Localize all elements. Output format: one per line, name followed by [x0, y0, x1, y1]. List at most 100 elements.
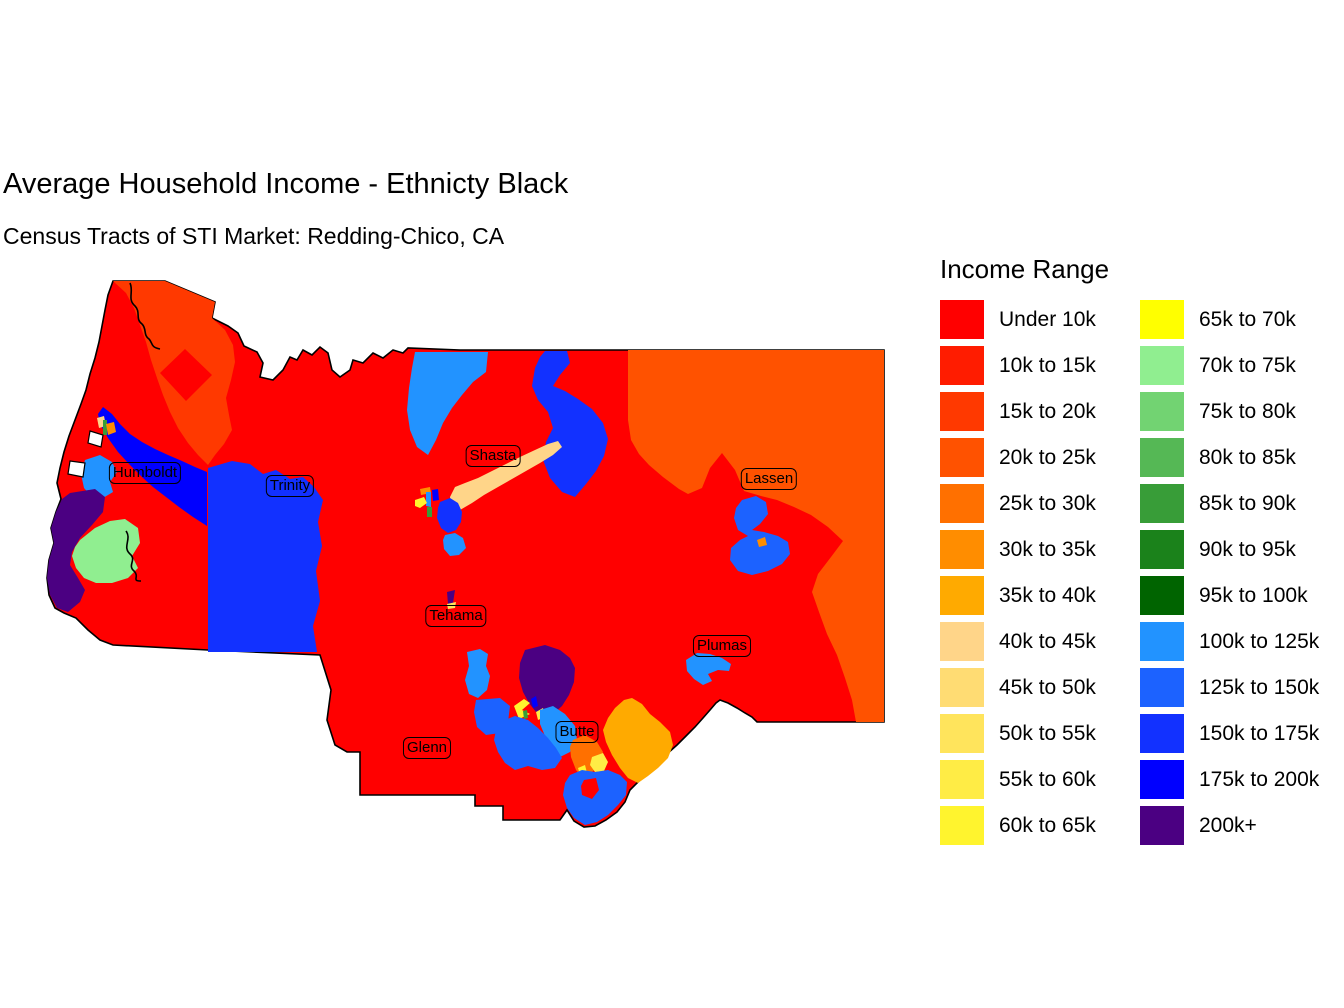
tract-eureka-green-sliver [103, 420, 107, 435]
tract-chico-lightblue-north [465, 649, 490, 698]
chart-subtitle: Census Tracts of STI Market: Redding-Chi… [3, 223, 505, 249]
legend-item: 10k to 15k [940, 346, 1096, 385]
county-label-plumas: Plumas [692, 635, 752, 657]
legend-swatch [1140, 668, 1184, 707]
legend-item: Under 10k [940, 300, 1096, 339]
legend-item: 150k to 175k [1140, 714, 1319, 753]
tract-susanville-blue [730, 496, 790, 575]
tract-shasta-north-lightblue [407, 352, 488, 455]
legend-column-left: Under 10k 10k to 15k 15k to 20k 20k to 2… [940, 300, 1096, 845]
legend-swatch [1140, 576, 1184, 615]
county-label-lassen: Lassen [740, 468, 798, 490]
legend-item: 20k to 25k [940, 438, 1096, 477]
tract-butte-orange-east [603, 698, 673, 783]
legend-column-right: 65k to 70k 70k to 75k 75k to 80k 80k to … [1140, 300, 1319, 845]
county-label-glenn: Glenn [402, 737, 452, 759]
legend-swatch [940, 530, 984, 569]
humboldt-bay [87, 430, 104, 448]
legend-item-label: 20k to 25k [999, 445, 1096, 469]
legend-item-label: 85k to 90k [1199, 491, 1296, 515]
legend-item-label: 60k to 65k [999, 813, 1096, 837]
legend-item-label: 50k to 55k [999, 721, 1096, 745]
legend-swatch [940, 392, 984, 431]
legend-item: 175k to 200k [1140, 760, 1319, 799]
legend-swatch [940, 806, 984, 845]
tract-susanville-orange-dot [757, 537, 767, 547]
legend-item: 70k to 75k [1140, 346, 1319, 385]
legend-item: 75k to 80k [1140, 392, 1319, 431]
tract-red-diamond [160, 349, 212, 401]
legend-swatch [940, 438, 984, 477]
tract-ne-orange [628, 350, 884, 722]
tract-redding-lightblue-sliver [426, 492, 431, 507]
tract-tehama-purple [447, 590, 455, 604]
legend-swatch [940, 668, 984, 707]
legend-item-label: 65k to 70k [1199, 307, 1296, 331]
tract-chico-green-dot [523, 710, 528, 719]
legend-item: 95k to 100k [1140, 576, 1319, 615]
county-label-butte: Butte [555, 721, 599, 743]
county-label-humboldt: Humboldt [108, 462, 182, 484]
tract-redding-lightblue [443, 533, 466, 556]
tract-redding-royal [437, 498, 462, 533]
tract-eureka-lightblue [81, 455, 117, 498]
legend-item-label: 30k to 35k [999, 537, 1096, 561]
legend-item: 65k to 70k [1140, 300, 1319, 339]
legend-item: 125k to 150k [1140, 668, 1319, 707]
legend-item-label: 75k to 80k [1199, 399, 1296, 423]
south-bay [67, 460, 86, 478]
chart-title: Average Household Income - Ethnicty Blac… [3, 168, 569, 200]
legend-item: 200k+ [1140, 806, 1319, 845]
legend-item: 45k to 50k [940, 668, 1096, 707]
legend-swatch [940, 484, 984, 523]
county-label-trinity: Trinity [265, 475, 315, 497]
legend-swatch [1140, 392, 1184, 431]
legend-item: 90k to 95k [1140, 530, 1319, 569]
legend-item: 85k to 90k [1140, 484, 1319, 523]
legend-swatch [940, 346, 984, 385]
county-label-shasta: Shasta [465, 445, 521, 467]
legend-item-label: 90k to 95k [1199, 537, 1296, 561]
legend-swatch [1140, 760, 1184, 799]
legend-item-label: 95k to 100k [1199, 583, 1308, 607]
legend-swatch [1140, 622, 1184, 661]
legend-item: 55k to 60k [940, 760, 1096, 799]
legend-item-label: 45k to 50k [999, 675, 1096, 699]
legend-item: 60k to 65k [940, 806, 1096, 845]
legend-swatch [940, 300, 984, 339]
tract-butte-yellow [590, 753, 608, 772]
tract-redding-darkblue-sliver [432, 489, 439, 501]
tract-redding-green [427, 507, 432, 517]
legend-item: 40k to 45k [940, 622, 1096, 661]
legend-item-label: 150k to 175k [1199, 721, 1320, 745]
legend-item: 30k to 35k [940, 530, 1096, 569]
legend-swatch [1140, 300, 1184, 339]
legend-swatch [940, 576, 984, 615]
tract-tan-band [450, 441, 562, 512]
legend-item-label: 200k+ [1199, 813, 1257, 837]
tract-plumas-lightblue [686, 653, 731, 685]
legend-item-label: 80k to 85k [1199, 445, 1296, 469]
legend-item-label: 125k to 150k [1199, 675, 1320, 699]
legend-item-label: Under 10k [999, 307, 1096, 331]
legend-item-label: 10k to 15k [999, 353, 1096, 377]
legend-item: 25k to 30k [940, 484, 1096, 523]
tract-sw-lightgreen [72, 519, 140, 583]
tract-eureka-orange-dot [106, 422, 116, 435]
county-label-tehama: Tehama [425, 605, 487, 627]
legend-item-label: 35k to 40k [999, 583, 1096, 607]
legend-swatch [1140, 484, 1184, 523]
legend-item: 15k to 20k [940, 392, 1096, 431]
tract-chico-royal-main [494, 716, 562, 770]
legend-swatch [1140, 346, 1184, 385]
legend-swatch [1140, 438, 1184, 477]
legend-swatch [940, 760, 984, 799]
legend-item-label: 15k to 20k [999, 399, 1096, 423]
tract-chico-darkblue-sliver [531, 696, 538, 708]
tract-shasta-east-blue [532, 351, 608, 497]
legend-item-label: 25k to 30k [999, 491, 1096, 515]
legend-swatch [940, 622, 984, 661]
tract-chico-lightblue-wedge [540, 706, 577, 757]
